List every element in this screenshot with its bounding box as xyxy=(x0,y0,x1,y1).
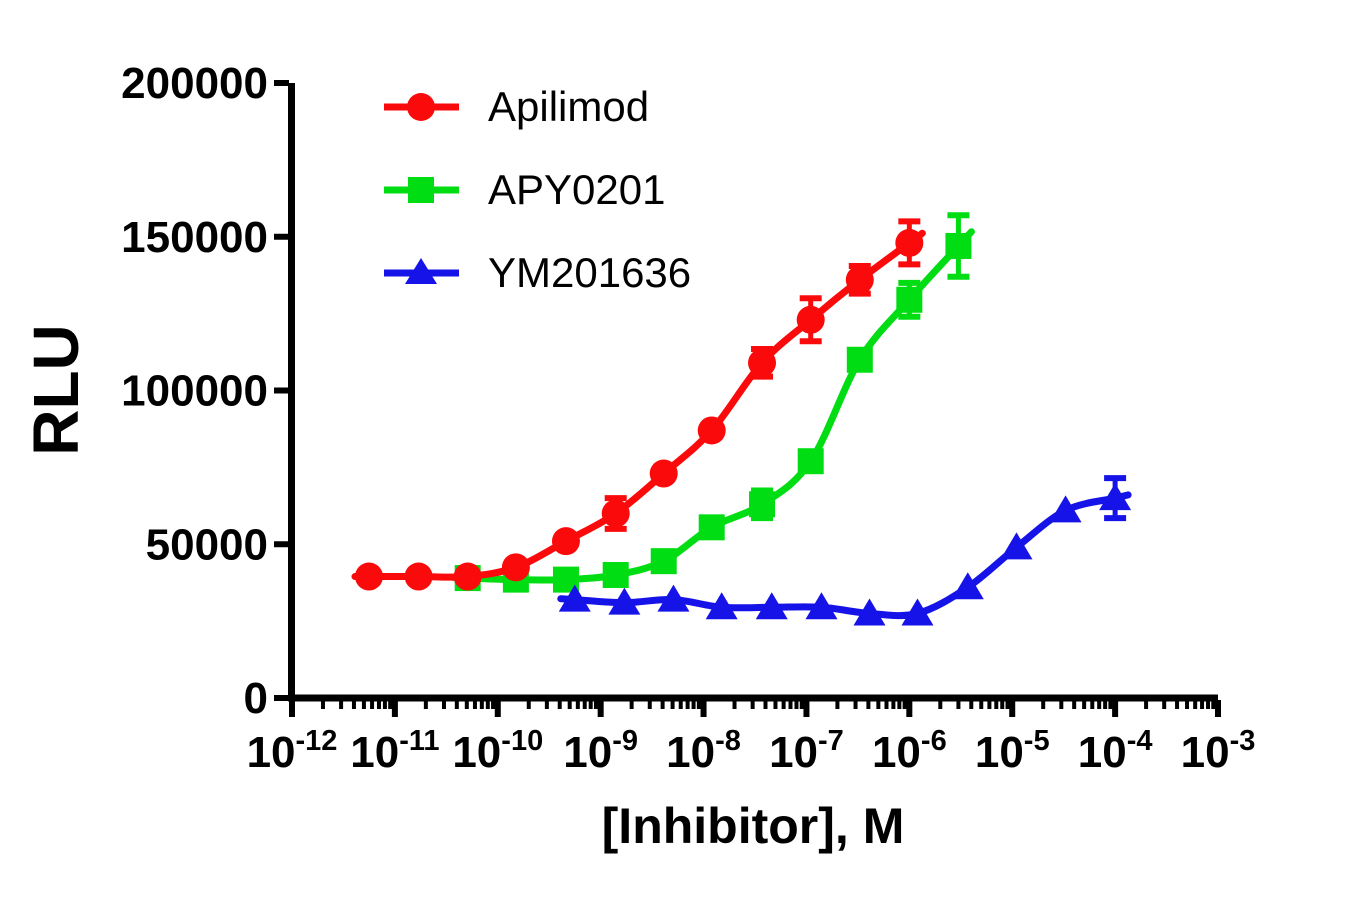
legend-square-marker-icon xyxy=(408,177,434,203)
legend-item-ym201636: YM201636 xyxy=(384,249,691,296)
data-point-triangle xyxy=(705,592,738,620)
data-point-square xyxy=(698,514,725,541)
data-point-triangle xyxy=(755,592,788,620)
data-point-circle xyxy=(601,499,630,528)
x-tick-label: 10-10 xyxy=(452,725,543,777)
x-tick-label: 10-9 xyxy=(563,725,638,777)
data-point-square xyxy=(846,346,873,373)
data-point-square xyxy=(749,491,776,518)
legend-label-apy0201: APY0201 xyxy=(488,166,665,213)
series-ym201636 xyxy=(557,475,1132,626)
legend-triangle-marker-icon xyxy=(405,258,437,284)
data-point-circle xyxy=(649,459,678,488)
data-point-triangle xyxy=(951,572,984,600)
data-point-triangle xyxy=(805,592,838,620)
y-tick-label: 50000 xyxy=(146,520,268,569)
data-point-triangle xyxy=(1000,532,1033,560)
data-point-circle xyxy=(354,562,383,591)
data-point-square xyxy=(797,448,824,475)
x-tick-label: 10-4 xyxy=(1078,725,1153,777)
data-point-triangle xyxy=(853,598,886,626)
x-axis-title: [Inhibitor], M xyxy=(602,798,905,854)
series-layer xyxy=(351,212,1132,626)
data-point-circle xyxy=(796,305,825,334)
x-tick-label: 10-11 xyxy=(350,725,439,777)
data-point-square xyxy=(602,562,629,588)
data-point-circle xyxy=(501,553,530,582)
x-tick-label: 10-3 xyxy=(1181,725,1256,777)
x-tick-label: 10-6 xyxy=(872,725,947,777)
y-tick-label: 0 xyxy=(244,674,268,723)
legend-label-ym201636: YM201636 xyxy=(488,249,691,296)
x-tick-label: 10-8 xyxy=(666,725,741,777)
legend-item-apilimod: Apilimod xyxy=(384,83,649,130)
legend-item-apy0201: APY0201 xyxy=(384,166,665,213)
y-tick-label: 150000 xyxy=(121,213,268,262)
data-point-triangle xyxy=(608,587,641,615)
data-point-circle xyxy=(895,228,924,257)
y-tick-label: 100000 xyxy=(121,367,268,416)
x-tick-label: 10-5 xyxy=(975,725,1050,777)
legend-label-apilimod: Apilimod xyxy=(488,83,649,130)
x-tick-label: 10-7 xyxy=(769,725,844,777)
data-point-circle xyxy=(748,348,777,377)
series-apilimod xyxy=(351,218,926,591)
data-point-circle xyxy=(551,527,580,556)
data-point-circle xyxy=(404,562,433,591)
tick-labels: 10-12 10-11 10-10 10-9 10-8 10-7 10-6 10-5 10-4 1… xyxy=(121,59,1255,777)
data-point-circle xyxy=(845,265,874,294)
data-point-circle xyxy=(697,416,726,445)
y-tick-label: 200000 xyxy=(121,59,268,108)
legend-circle-marker-icon xyxy=(407,93,435,121)
axes xyxy=(274,80,1221,717)
data-point-circle xyxy=(453,562,482,591)
data-point-square xyxy=(945,232,972,259)
data-point-triangle xyxy=(901,598,934,626)
y-axis-title: RLU xyxy=(20,324,92,456)
data-point-triangle xyxy=(558,584,591,612)
curve-ym201636 xyxy=(557,491,1132,620)
data-point-triangle xyxy=(657,584,690,612)
data-point-square xyxy=(896,286,923,313)
data-point-triangle xyxy=(1099,483,1132,511)
data-point-triangle xyxy=(1049,495,1082,523)
legend: Apilimod APY0201 YM201636 xyxy=(384,83,691,296)
data-point-square xyxy=(650,548,677,575)
x-tick-label: 10-12 xyxy=(247,725,338,777)
